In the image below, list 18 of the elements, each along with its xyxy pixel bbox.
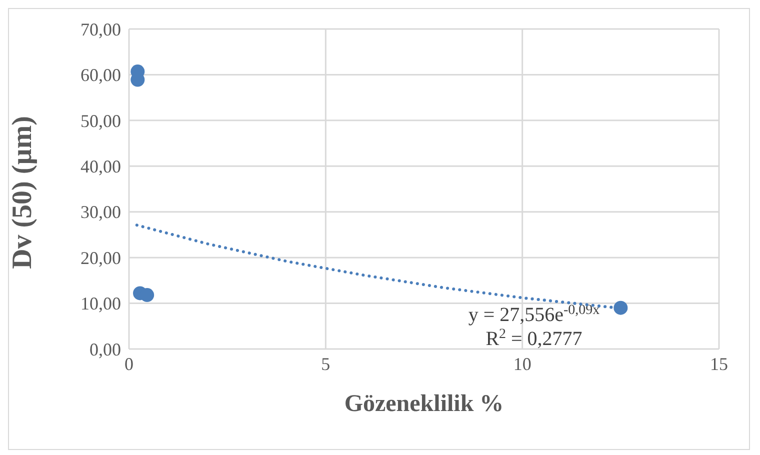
- y-tick-label: 30,00: [80, 202, 121, 222]
- point: [614, 300, 628, 315]
- x-tick-label: 10: [513, 354, 532, 374]
- x-axis-title: Gözeneklilik %: [344, 391, 504, 418]
- y-axis-title: Dv (50) (µm): [6, 116, 38, 269]
- y-tick-label: 50,00: [80, 110, 121, 131]
- point: [140, 288, 154, 302]
- x-tick-label: 5: [321, 354, 330, 374]
- y-tick-label: 60,00: [80, 65, 121, 86]
- x-tick-label: 15: [710, 354, 728, 374]
- annotation: R$^{2}$ = 0,2777: [486, 326, 582, 350]
- y-tick-label: 0,00: [90, 339, 121, 360]
- y-tick-label: 40,00: [80, 156, 121, 177]
- y-tick-label: 20,00: [80, 248, 121, 268]
- y-tick-label: 70,00: [80, 19, 121, 40]
- y-tick-label: 10,00: [80, 294, 121, 314]
- x-tick-label: 0: [124, 354, 134, 374]
- annotation: y = 27,556e$^{-0,09x}$: [468, 302, 600, 326]
